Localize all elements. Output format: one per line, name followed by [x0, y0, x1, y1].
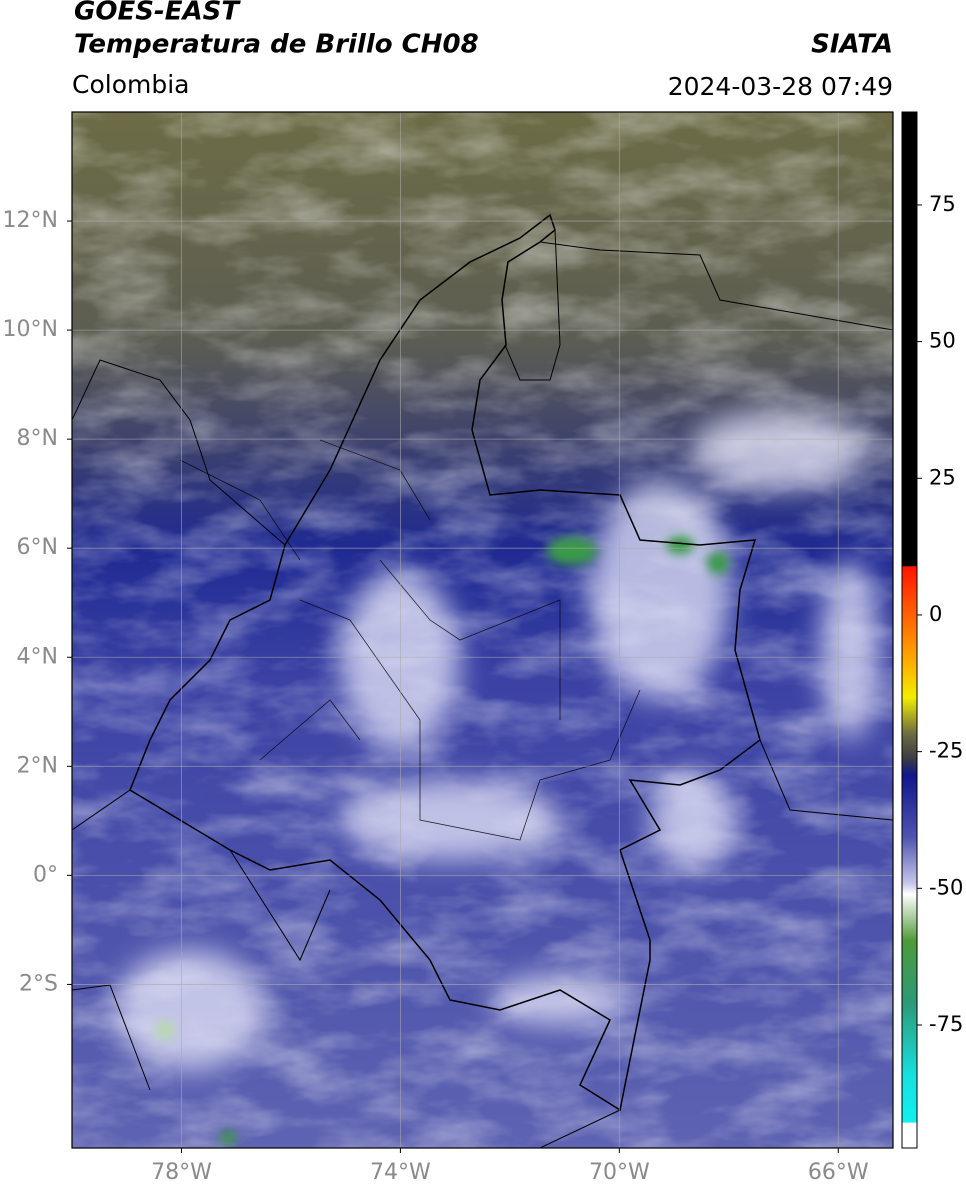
- y-tick-label: 8°N: [17, 426, 58, 451]
- title: GOES-EAST: [74, 0, 241, 27]
- y-tick-label: 12°N: [3, 208, 58, 233]
- region: Colombia: [72, 70, 189, 99]
- y-tick-label: 10°N: [3, 317, 58, 342]
- grid: [72, 112, 893, 1148]
- subtitle: Temperatura de Brillo CH08: [74, 30, 479, 60]
- colorbar-tick-label: -75: [929, 1012, 963, 1036]
- y-tick-label: 0°: [33, 862, 58, 887]
- x-tick-label: 78°W: [151, 1160, 212, 1185]
- colorbar-tick-label: 25: [929, 465, 956, 489]
- colorbar: [901, 111, 918, 1149]
- colorbar-tick-label: -50: [929, 875, 963, 899]
- source: SIATA: [811, 30, 893, 60]
- y-tick-label: 2°S: [19, 971, 58, 996]
- y-tick-label: 4°N: [17, 644, 58, 669]
- map-frame: [71, 111, 894, 1149]
- colorbar-tick-label: 0: [929, 602, 942, 626]
- colorbar-tick-label: -25: [929, 739, 963, 763]
- x-tick-label: 70°W: [589, 1160, 650, 1185]
- timestamp: 2024-03-28 07:49: [668, 72, 893, 101]
- colorbar-tick-label: 75: [929, 192, 956, 216]
- satellite-image: [72, 112, 893, 1148]
- y-tick-label: 6°N: [17, 535, 58, 560]
- x-tick-label: 66°W: [808, 1160, 869, 1185]
- y-tick-label: 2°N: [17, 753, 58, 778]
- x-tick-label: 74°W: [370, 1160, 431, 1185]
- colorbar-tick-label: 50: [929, 329, 956, 353]
